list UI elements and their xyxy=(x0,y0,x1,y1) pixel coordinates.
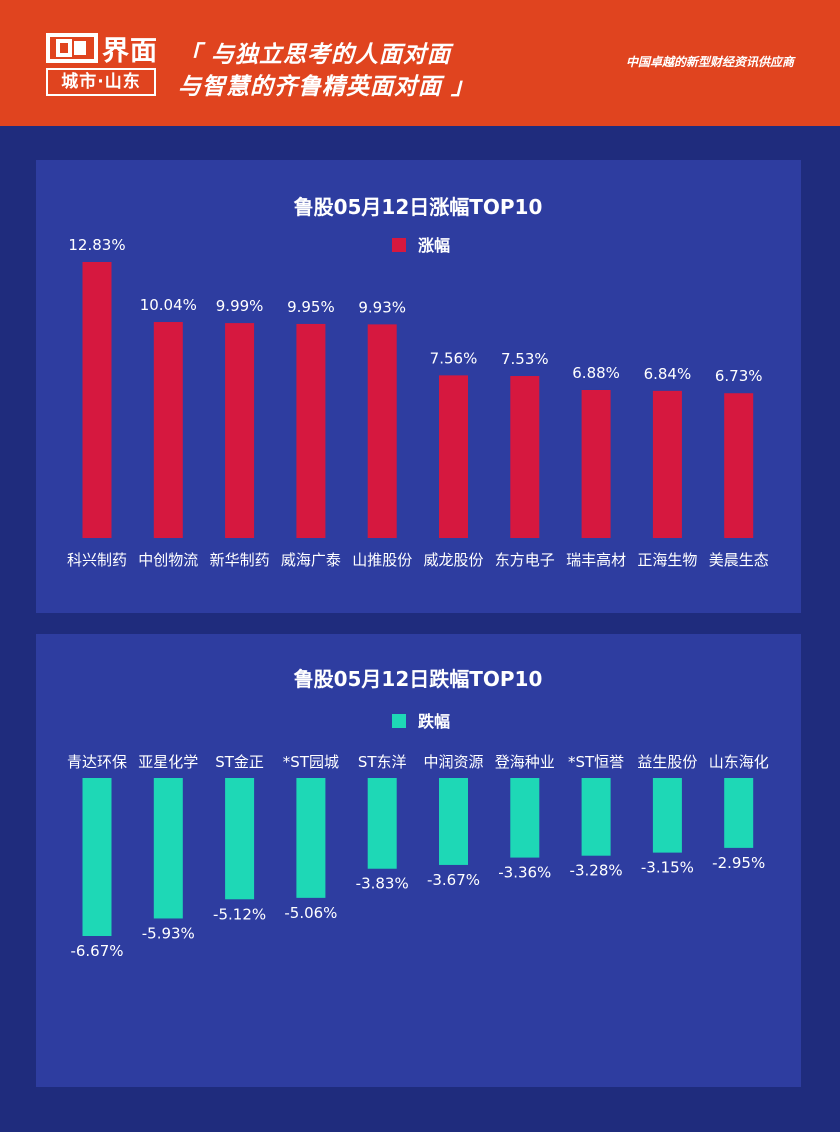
data-label-7: -3.36% xyxy=(498,864,551,882)
category-label-8: *ST恒誉 xyxy=(568,753,624,771)
category-label-9: 益生股份 xyxy=(637,753,697,771)
bar-7 xyxy=(510,778,540,858)
bar-2 xyxy=(153,778,183,919)
bar-10 xyxy=(724,393,754,538)
category-label-3: 新华制药 xyxy=(210,551,270,569)
bar-10 xyxy=(724,778,754,848)
legend-swatch xyxy=(392,238,406,252)
data-label-6: -3.67% xyxy=(427,871,480,889)
data-label-5: 9.93% xyxy=(358,298,406,316)
data-label-3: -5.12% xyxy=(213,905,266,923)
bar-1 xyxy=(82,778,112,936)
data-label-10: 6.73% xyxy=(715,367,763,385)
legend-swatch xyxy=(392,714,406,728)
bar-2 xyxy=(153,322,183,538)
bar-1 xyxy=(82,262,112,538)
bar-9 xyxy=(652,390,682,538)
losers-chart-panel: 鲁股05月12日跌幅TOP10 跌幅青达环保 -6.67% 亚星化学 -5.93% ST金… xyxy=(36,634,801,1087)
category-label-9: 正海生物 xyxy=(637,551,697,569)
data-label-3: 9.99% xyxy=(216,297,264,315)
data-label-8: -3.28% xyxy=(570,862,623,880)
bar-4 xyxy=(296,323,326,538)
data-label-8: 6.88% xyxy=(572,364,620,382)
data-label-2: 10.04% xyxy=(140,296,197,314)
category-label-2: 中创物流 xyxy=(138,551,198,569)
category-label-1: 青达环保 xyxy=(67,753,127,771)
data-label-9: 6.84% xyxy=(644,365,692,383)
bar-6 xyxy=(439,778,468,865)
data-label-1: -6.67% xyxy=(70,942,123,960)
logo-subtitle: 城市·山东 xyxy=(46,68,156,96)
category-label-4: *ST园城 xyxy=(283,753,339,771)
data-label-5: -3.83% xyxy=(356,875,409,893)
gainers-chart-panel: 鲁股05月12日涨幅TOP10 涨幅 12.83% 科兴制药 10.04% 中创物流 9.9… xyxy=(36,160,801,613)
category-label-5: ST东洋 xyxy=(358,753,407,771)
category-label-6: 威龙股份 xyxy=(423,551,483,569)
bar-5 xyxy=(367,324,397,538)
data-label-2: -5.93% xyxy=(142,924,195,942)
bar-9 xyxy=(652,778,682,853)
data-label-7: 7.53% xyxy=(501,350,549,368)
legend-label: 涨幅 xyxy=(418,236,450,255)
bar-6 xyxy=(439,375,468,538)
logo-icon xyxy=(46,33,98,63)
category-label-2: 亚星化学 xyxy=(138,753,198,771)
bar-8 xyxy=(581,389,611,538)
category-label-10: 美晨生态 xyxy=(709,551,769,569)
bar-7 xyxy=(510,376,540,538)
brand-logo: 界面 xyxy=(46,30,158,67)
category-label-6: 中润资源 xyxy=(423,753,483,771)
chart-title: 鲁股05月12日跌幅TOP10 xyxy=(294,667,543,691)
category-label-8: 瑞丰高材 xyxy=(566,551,626,569)
category-label-1: 科兴制药 xyxy=(67,551,127,569)
data-label-4: 9.95% xyxy=(287,298,335,316)
category-label-10: 山东海化 xyxy=(709,753,769,771)
bar-8 xyxy=(581,778,611,856)
bar-3 xyxy=(225,778,255,900)
header-banner: 界面 城市·山东 「 与独立思考的人面对面 与智慧的齐鲁精英面对面 」 中国卓越… xyxy=(0,0,840,126)
slogan-line-2: 与智慧的齐鲁精英面对面 」 xyxy=(178,74,476,100)
slogan-line-1: 「 与独立思考的人面对面 xyxy=(178,42,452,68)
category-label-7: 登海种业 xyxy=(495,753,555,771)
chart-title: 鲁股05月12日涨幅TOP10 xyxy=(294,195,543,219)
data-label-4: -5.06% xyxy=(284,904,337,922)
data-label-9: -3.15% xyxy=(641,859,694,877)
tagline: 中国卓越的新型财经资讯供应商 xyxy=(625,55,794,69)
category-label-3: ST金正 xyxy=(215,753,264,771)
legend-label: 跌幅 xyxy=(418,712,450,731)
bar-4 xyxy=(296,778,326,898)
logo-text: 界面 xyxy=(102,35,158,67)
data-label-10: -2.95% xyxy=(712,854,765,872)
data-label-6: 7.56% xyxy=(430,349,478,367)
category-label-7: 东方电子 xyxy=(495,551,555,569)
data-label-1: 12.83% xyxy=(68,236,125,254)
category-label-5: 山推股份 xyxy=(352,551,412,569)
bar-5 xyxy=(367,778,397,869)
bar-3 xyxy=(225,323,255,538)
gainers-bar-chart: 鲁股05月12日涨幅TOP10 涨幅 12.83% 科兴制药 10.04% 中创物流 9.9… xyxy=(67,195,769,569)
category-label-4: 威海广泰 xyxy=(281,551,341,569)
